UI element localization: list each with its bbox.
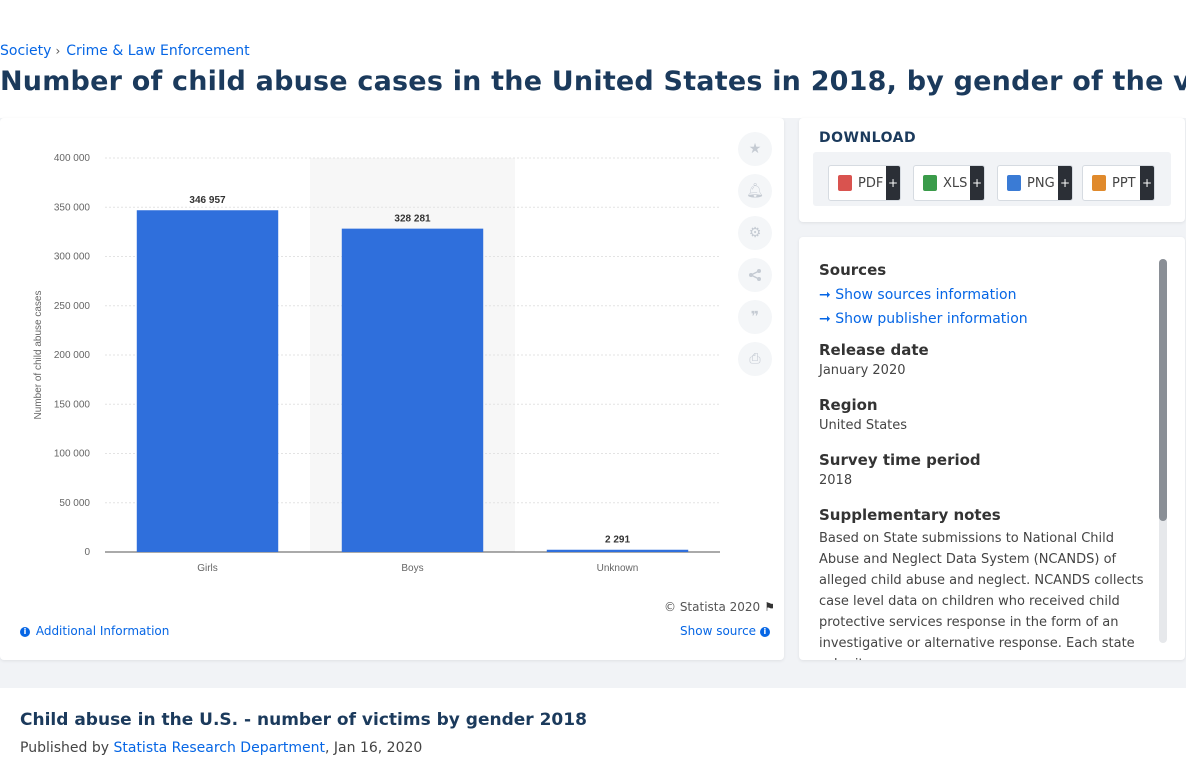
ppt-plus-icon[interactable]: + — [1140, 166, 1154, 200]
y-tick-label: 150 000 — [54, 399, 91, 410]
statistic-details-panel: Sources ➞ Show sources information ➞ Sho… — [799, 237, 1185, 660]
arrow-right-icon: ➞ — [819, 311, 836, 327]
ppt-file-icon — [1092, 175, 1106, 191]
download-title: DOWNLOAD — [819, 130, 917, 146]
show-sources-label: Show sources information — [835, 287, 1017, 303]
show-source-link[interactable]: Show source i — [680, 624, 772, 638]
print-icon[interactable]: ⎙ — [738, 342, 772, 376]
supplementary-notes-value: Based on State submissions to National C… — [819, 531, 1144, 660]
bar-chart: 0 50 000 100 000 150 000 200 000 250 000 300 0… — [33, 153, 720, 574]
breadcrumb: Society › Crime & Law Enforcement — [0, 43, 250, 59]
data-label: 2 291 — [605, 535, 630, 546]
y-tick-label: 100 000 — [54, 449, 91, 460]
data-label: 328 281 — [394, 214, 431, 225]
data-label: 346 957 — [189, 195, 226, 206]
survey-period-label: Survey time period — [819, 451, 981, 469]
pdf-plus-icon[interactable]: + — [886, 166, 900, 200]
show-sources-link[interactable]: ➞ Show sources information — [819, 283, 1149, 307]
y-tick-label: 400 000 — [54, 153, 91, 164]
additional-information-label: Additional Information — [35, 624, 170, 638]
sources-label: Sources — [819, 261, 887, 279]
bar-boys — [341, 228, 484, 552]
related-statistic-footer: Child abuse in the U.S. - number of vict… — [0, 688, 1186, 760]
xls-file-icon — [923, 175, 937, 191]
download-buttons: PDF + XLS + PNG + PPT + — [813, 152, 1171, 206]
region-label: Region — [819, 396, 878, 414]
info-icon: i — [20, 626, 30, 637]
download-pdf-button[interactable]: PDF + — [828, 165, 901, 201]
y-tick-label: 50 000 — [59, 498, 90, 509]
show-publisher-link[interactable]: ➞ Show publisher information — [819, 307, 1149, 331]
chart-card: 0 50 000 100 000 150 000 200 000 250 000 300 0… — [0, 118, 784, 660]
page-title: Number of child abuse cases in the Unite… — [0, 66, 1186, 97]
quote-icon[interactable]: ❞ — [738, 300, 772, 334]
statistic-details: Sources ➞ Show sources information ➞ Sho… — [819, 261, 1149, 660]
png-plus-icon[interactable]: + — [1058, 166, 1072, 200]
copyright-text: © Statista 2020 — [664, 600, 761, 614]
pdf-label: PDF — [858, 175, 884, 191]
additional-information-link[interactable]: i Additional Information — [20, 624, 169, 638]
y-tick-label: 200 000 — [54, 350, 91, 361]
publish-date: , Jan 16, 2020 — [325, 740, 423, 756]
page-header: Society › Crime & Law Enforcement Number o… — [0, 0, 1186, 118]
published-by-label: Published by — [20, 740, 110, 756]
download-png-button[interactable]: PNG + — [997, 165, 1073, 201]
breadcrumb-separator: › — [55, 44, 61, 58]
x-tick-label: Unknown — [597, 563, 639, 574]
xls-label: XLS — [943, 175, 968, 191]
flag-icon[interactable]: ⚑ — [764, 600, 775, 614]
y-tick-label: 300 000 — [54, 252, 91, 263]
publisher-link[interactable]: Statista Research Department — [113, 740, 326, 756]
y-axis-label: Number of child abuse cases — [33, 291, 44, 420]
arrow-right-icon: ➞ — [819, 287, 836, 303]
breadcrumb-society[interactable]: Society — [0, 43, 52, 59]
supplementary-notes-label: Supplementary notes — [819, 506, 1001, 524]
bar-unknown — [546, 549, 689, 552]
ppt-label: PPT — [1112, 175, 1136, 191]
chart-toolbar: ★ 🔔︎ ⚙ ❞ ⎙ — [738, 132, 772, 384]
png-file-icon — [1007, 175, 1021, 191]
png-label: PNG — [1027, 175, 1055, 191]
pdf-file-icon — [838, 175, 852, 191]
scrollbar-thumb[interactable] — [1159, 259, 1167, 521]
breadcrumb-crime[interactable]: Crime & Law Enforcement — [66, 43, 250, 59]
y-tick-label: 250 000 — [54, 301, 91, 312]
download-ppt-button[interactable]: PPT + — [1082, 165, 1155, 201]
x-tick-label: Girls — [197, 563, 218, 574]
show-source-label: Show source — [680, 624, 757, 638]
show-publisher-label: Show publisher information — [835, 311, 1028, 327]
release-date-label: Release date — [819, 341, 929, 359]
info-icon: i — [759, 626, 770, 637]
y-tick-label: 350 000 — [54, 202, 91, 213]
footer-published-by: Published by Statista Research Departmen… — [20, 740, 422, 756]
region-value: United States — [819, 418, 908, 433]
gear-icon[interactable]: ⚙ — [738, 216, 772, 250]
download-panel: DOWNLOAD PDF + XLS + PNG + PPT + — [799, 118, 1185, 222]
xls-plus-icon[interactable]: + — [970, 166, 984, 200]
download-xls-button[interactable]: XLS + — [913, 165, 985, 201]
share-icon[interactable] — [738, 258, 772, 292]
release-date-value: January 2020 — [819, 363, 906, 378]
footer-title: Child abuse in the U.S. - number of vict… — [20, 710, 587, 730]
y-tick-label: 0 — [84, 547, 90, 558]
bell-icon[interactable]: 🔔︎ — [738, 174, 772, 208]
bar-girls — [136, 210, 279, 552]
copyright: © Statista 2020 ⚑ — [664, 600, 775, 614]
x-tick-label: Boys — [401, 563, 423, 574]
star-icon[interactable]: ★ — [738, 132, 772, 166]
survey-period-value: 2018 — [819, 473, 853, 488]
